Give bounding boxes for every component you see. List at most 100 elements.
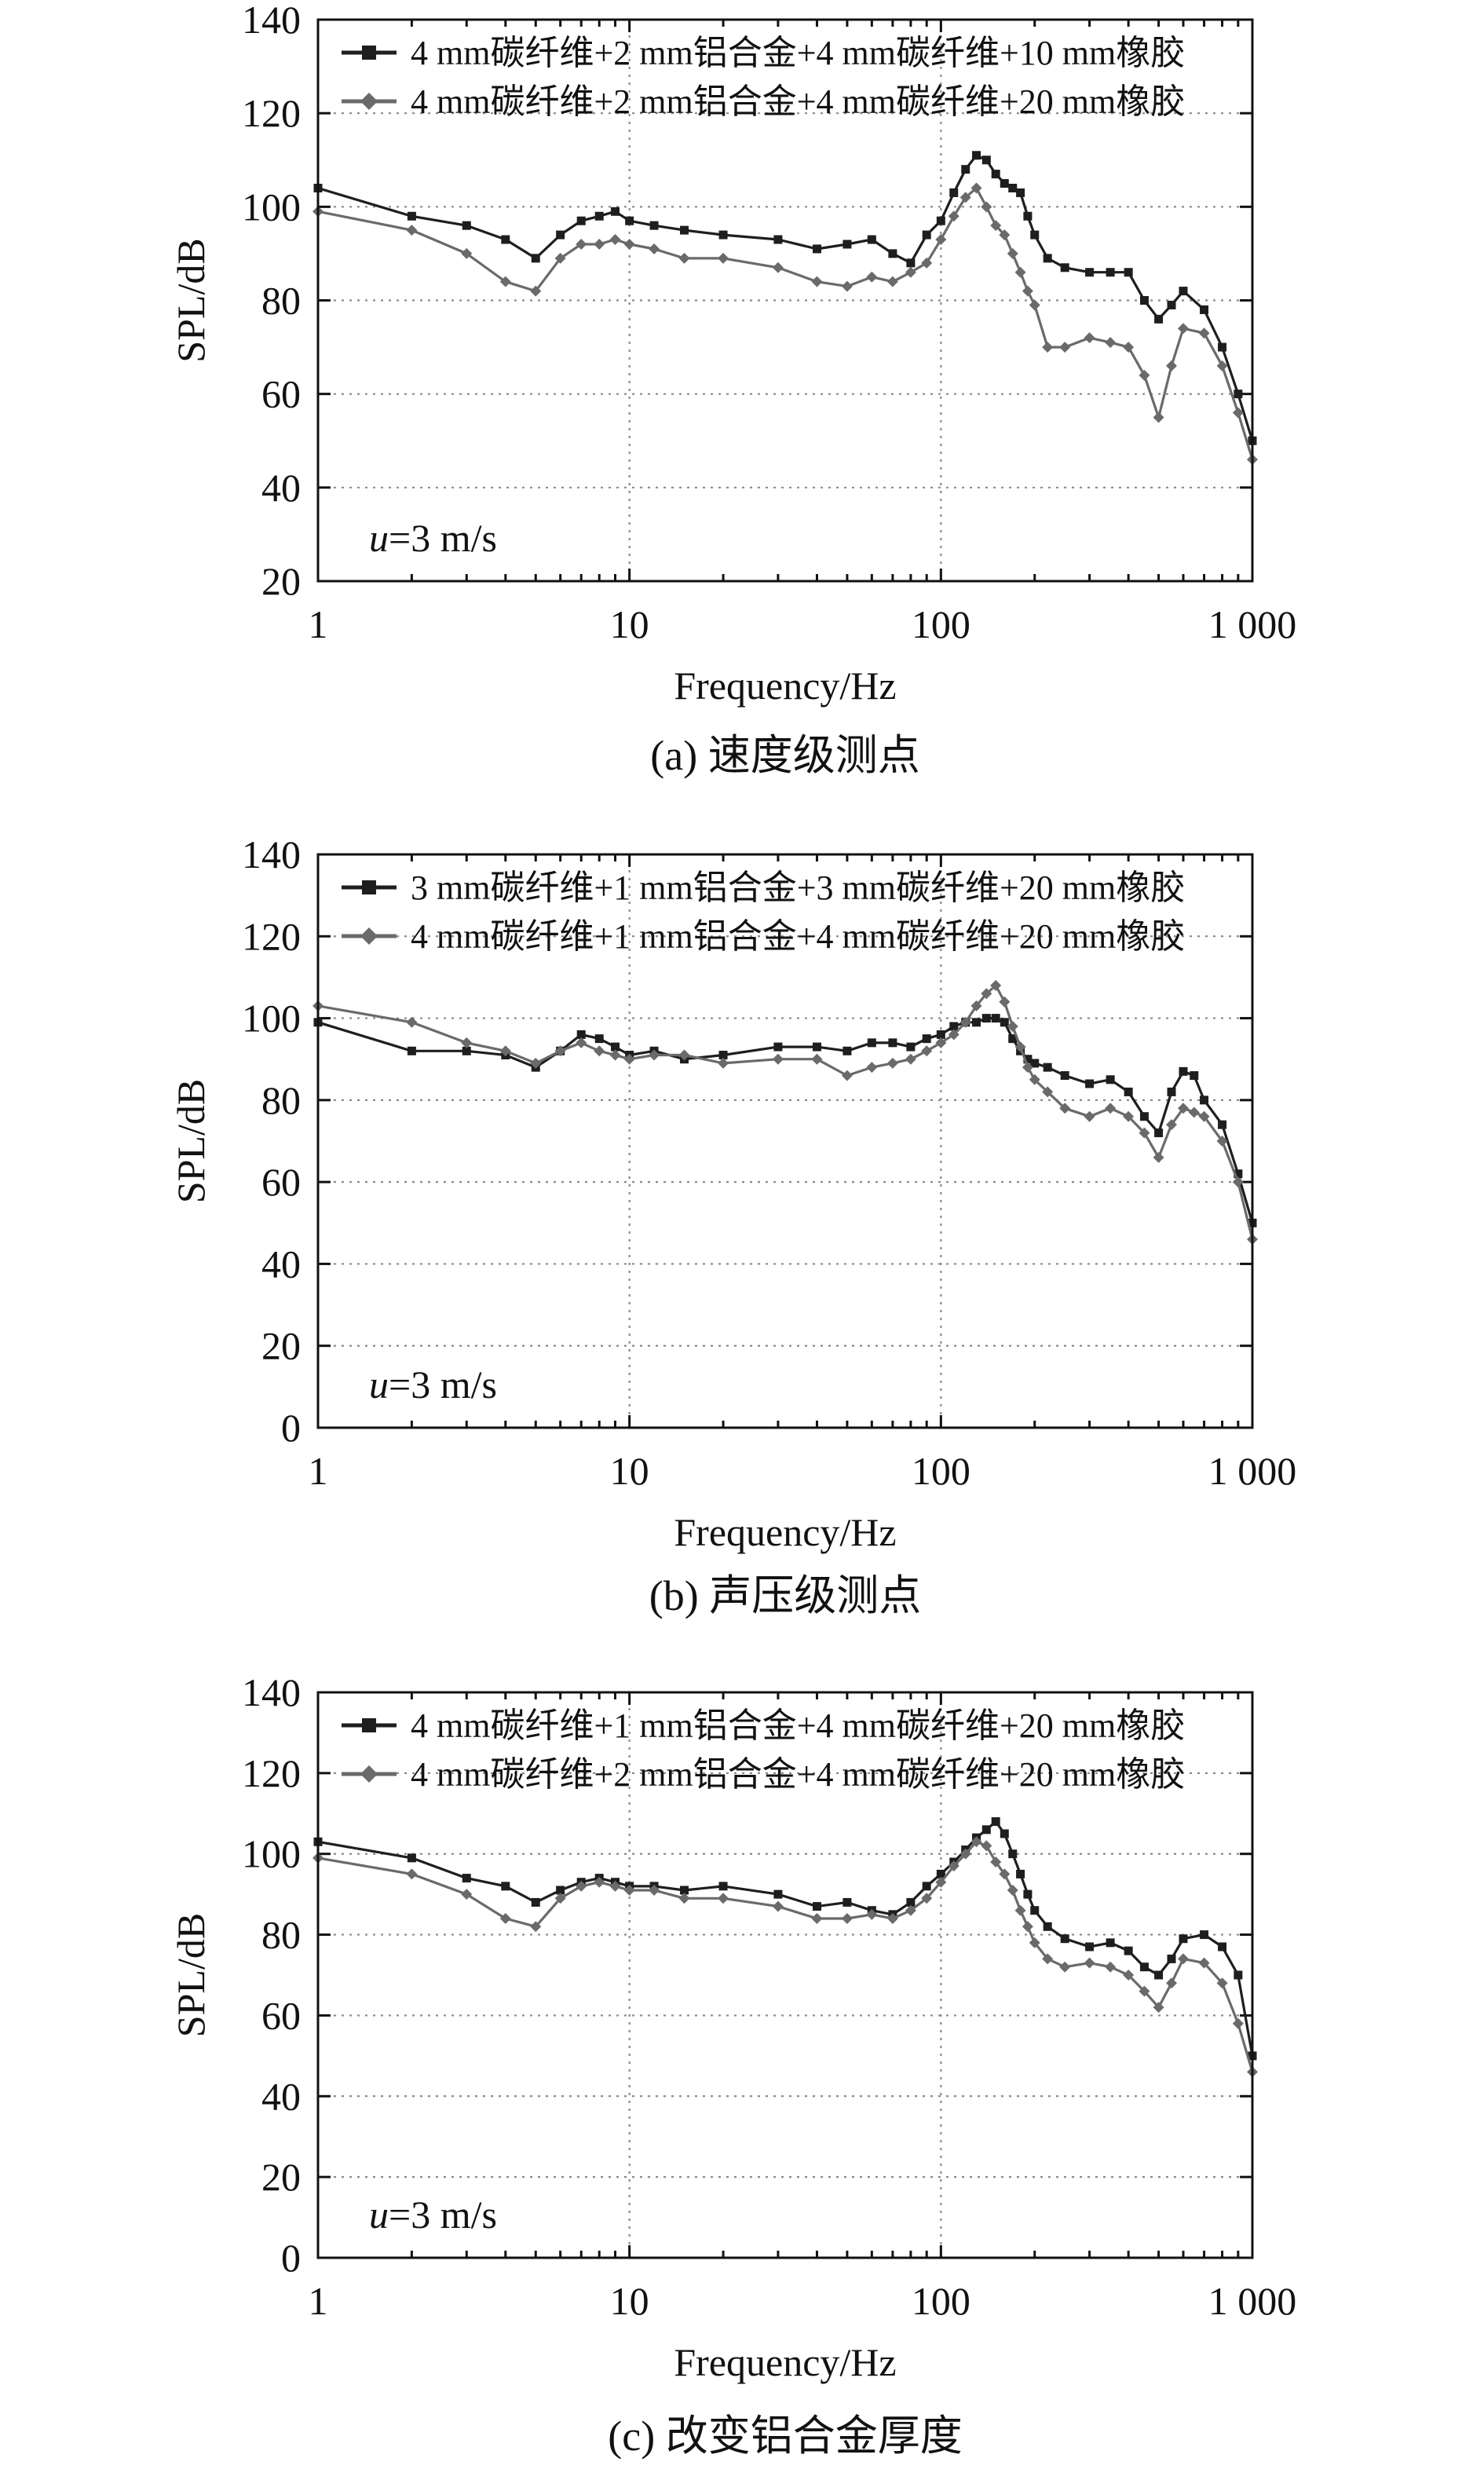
data-point [948, 1029, 959, 1041]
data-point [1124, 1946, 1133, 1955]
data-point [991, 1817, 1000, 1827]
data-point [1000, 1829, 1009, 1838]
data-point [1029, 1074, 1040, 1085]
data-point [678, 252, 690, 264]
data-point [649, 1049, 660, 1061]
legend-marker [362, 1718, 376, 1732]
data-point [623, 1053, 635, 1065]
data-point [625, 216, 634, 225]
data-point [1179, 1066, 1188, 1076]
data-point [1023, 211, 1033, 221]
data-point [1014, 1904, 1026, 1916]
data-point [501, 235, 510, 244]
data-point [1042, 1953, 1054, 1965]
y-tick-label: 60 [261, 1993, 301, 2037]
data-point [1200, 1930, 1209, 1940]
data-point [1234, 390, 1243, 399]
data-point [935, 1037, 947, 1048]
data-point [499, 1045, 511, 1057]
data-point [1084, 1957, 1095, 1969]
data-point [1178, 1953, 1189, 1965]
data-point [1085, 268, 1095, 277]
data-point [921, 1893, 933, 1904]
data-point [999, 996, 1011, 1008]
data-point [922, 230, 931, 240]
data-point [961, 165, 970, 174]
data-point [1007, 1021, 1018, 1032]
data-point [1105, 1961, 1117, 1973]
data-point [999, 1868, 1011, 1880]
data-point [981, 201, 992, 213]
data-point [905, 1053, 916, 1065]
data-point [1029, 1937, 1040, 1948]
data-point [935, 1876, 947, 1888]
data-point [1200, 305, 1209, 314]
y-tick-label: 100 [242, 1832, 301, 1876]
legend-marker [360, 93, 378, 110]
data-point [649, 1885, 660, 1896]
chart-2: 1 10 100 1 000 0 20 40 60 80 100 120 140 3 mm碳纤维+1 m… [169, 832, 1296, 1619]
data-point [867, 1038, 876, 1048]
data-point [1016, 1869, 1025, 1878]
data-point [609, 1880, 621, 1892]
data-point [1198, 1110, 1210, 1122]
legend-marker [360, 927, 378, 945]
data-point [841, 1070, 853, 1081]
data-point [407, 1046, 416, 1055]
series-2 [313, 1836, 1258, 2078]
data-point [1198, 327, 1210, 339]
data-point [1167, 1954, 1176, 1963]
data-point [772, 262, 784, 273]
data-point [1216, 1977, 1228, 1989]
data-point [1190, 1071, 1199, 1081]
y-tick-label: 120 [242, 91, 301, 135]
data-point [576, 216, 586, 225]
y-tick-label: 0 [281, 1406, 301, 1450]
data-point [556, 1886, 565, 1895]
y-axis-label: SPL/dB [169, 1913, 213, 2037]
data-point [1124, 1087, 1133, 1096]
data-point [1234, 1970, 1243, 1980]
legend-marker [362, 880, 376, 894]
data-point [981, 1840, 992, 1852]
speed-variable: u [369, 516, 389, 560]
data-point [678, 1049, 690, 1061]
data-point [531, 254, 540, 263]
data-point [554, 1045, 566, 1057]
data-point [1085, 1942, 1095, 1951]
y-tick-label: 140 [242, 1670, 301, 1714]
data-point [718, 230, 728, 240]
speed-value: =3 m/s [389, 516, 497, 560]
data-point [649, 221, 659, 230]
data-point [1022, 1062, 1033, 1074]
y-tick-label: 20 [261, 2155, 301, 2199]
y-tick-label: 100 [242, 997, 301, 1041]
y-tick-label: 20 [261, 1324, 301, 1368]
data-point [773, 235, 783, 244]
data-point [1084, 332, 1095, 344]
data-point [1007, 1885, 1018, 1896]
data-point [981, 1825, 991, 1834]
data-point [1085, 1079, 1095, 1088]
x-tick-label: 1 000 [1208, 1449, 1297, 1493]
data-point [680, 1886, 689, 1895]
data-point [1232, 407, 1244, 419]
data-point [990, 1856, 1002, 1867]
data-point [576, 239, 587, 250]
data-point [461, 1037, 473, 1048]
x-tick-label: 10 [610, 602, 649, 646]
data-point [1022, 1921, 1033, 1933]
data-point [623, 1885, 635, 1896]
data-point [1014, 1041, 1026, 1053]
figure-caption: (c) 改变铝合金厚度 [608, 2412, 962, 2460]
data-point [1042, 1086, 1054, 1098]
data-point [462, 1874, 471, 1883]
data-point [1023, 1055, 1033, 1064]
data-point [772, 1053, 784, 1065]
data-point [576, 1880, 587, 1892]
y-tick-label: 60 [261, 1160, 301, 1204]
data-point [718, 1893, 729, 1904]
data-point [576, 1030, 586, 1039]
data-point [948, 210, 959, 222]
data-point [1154, 1970, 1164, 1980]
